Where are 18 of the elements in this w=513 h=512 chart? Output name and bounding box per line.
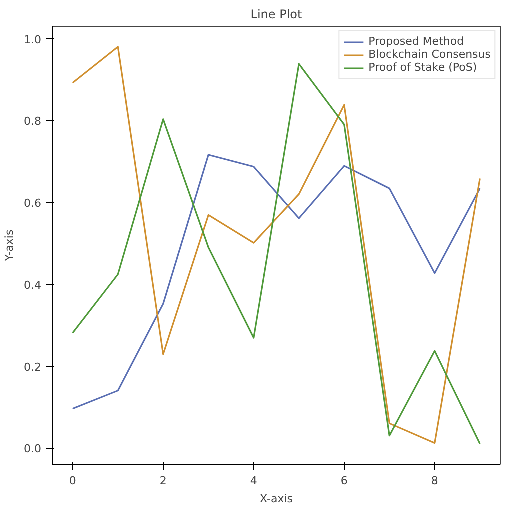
x-tick-label: 2 — [160, 474, 167, 488]
legend-label: Blockchain Consensus — [368, 48, 491, 61]
line-series — [72, 154, 481, 410]
y-tick-label: 0.0 — [24, 442, 42, 456]
y-tick-label: 0.6 — [24, 197, 42, 210]
y-tick-label: 0.8 — [24, 115, 42, 128]
y-axis-title: Y-axis — [3, 230, 16, 262]
x-axis-title: X-axis — [260, 492, 294, 506]
x-tick-label: 6 — [340, 474, 348, 488]
y-tick-label: 0.4 — [24, 278, 42, 292]
legend-label: Proposed Method — [368, 35, 464, 48]
x-tick-label: 4 — [250, 474, 258, 488]
x-tick-label: 8 — [431, 474, 438, 488]
y-tick-label: 1.0 — [24, 33, 42, 46]
x-tick-label: 0 — [69, 474, 76, 488]
legend-label: Proof of Stake (PoS) — [368, 61, 478, 74]
y-tick-label: 0.2 — [24, 360, 42, 374]
chart-title: Line Plot — [250, 8, 303, 22]
